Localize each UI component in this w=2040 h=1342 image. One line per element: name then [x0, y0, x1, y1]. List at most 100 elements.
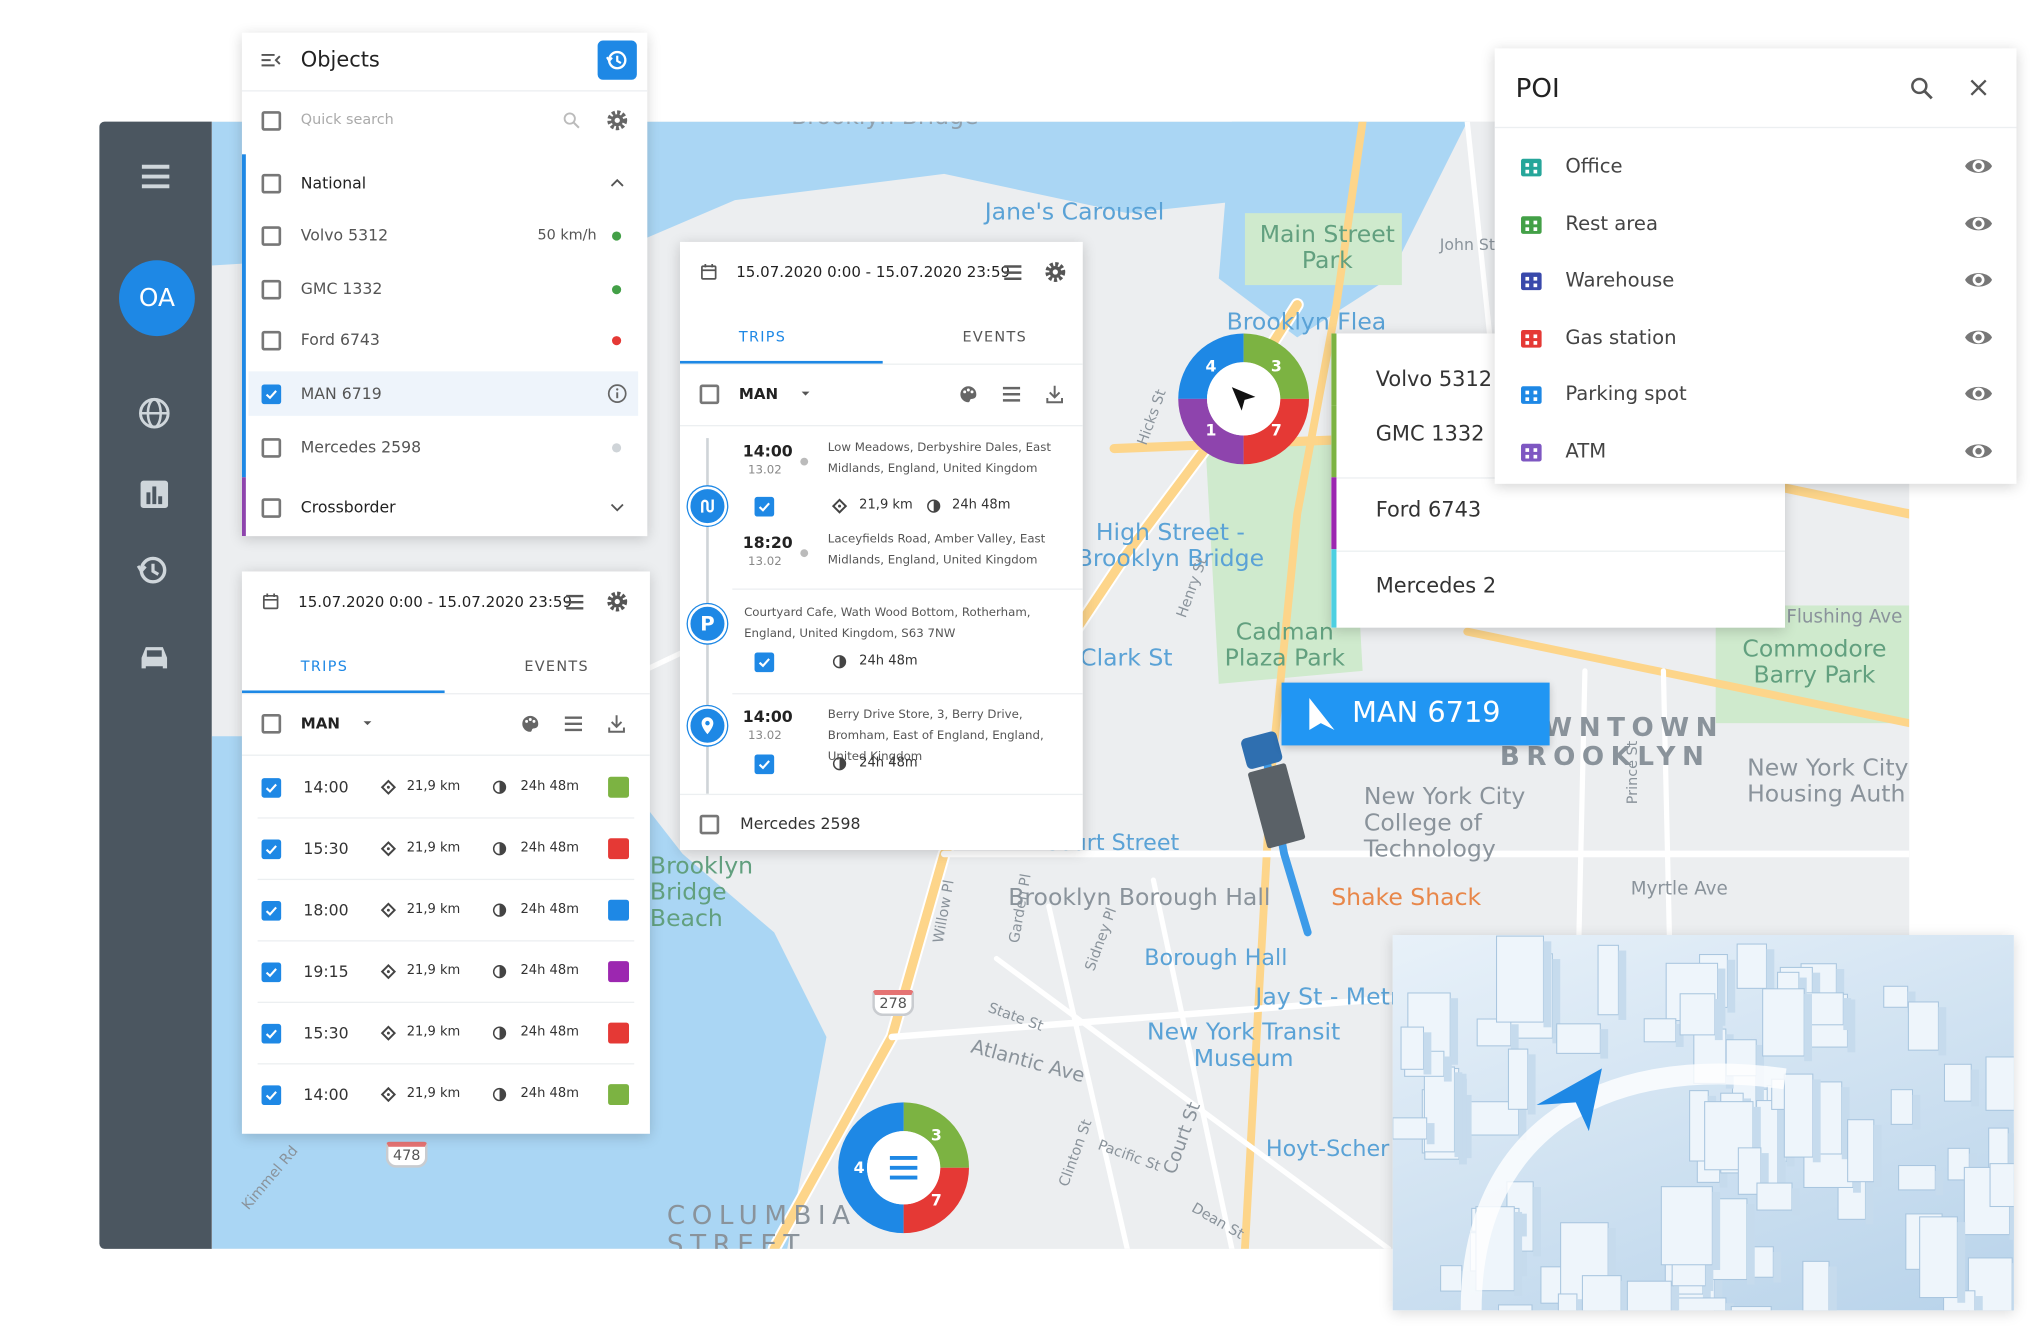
cluster-count: 4 [853, 1158, 865, 1177]
duration-icon [832, 655, 847, 669]
duration-icon-part [839, 757, 846, 770]
palette-icon [521, 715, 538, 732]
building-part [2008, 1133, 2014, 1180]
tab: EVENTS [962, 328, 1028, 346]
search-icon [563, 112, 580, 129]
divider [1494, 126, 2017, 129]
building [1507, 1048, 1536, 1115]
building-part [1443, 1056, 1452, 1082]
building-part [1752, 1106, 1761, 1175]
cluster-count: 7 [1270, 421, 1282, 440]
building-part [1440, 1265, 1463, 1292]
building [1783, 1073, 1821, 1163]
vehicle-name: Ford 6743 [1375, 496, 1482, 522]
building-part [1527, 1054, 1536, 1115]
map-label: Flushing Ave [1786, 606, 1903, 628]
visibility-toggle[interactable] [1964, 152, 1993, 181]
collapse-icon-part [261, 53, 281, 67]
building-part [1459, 1078, 1467, 1165]
visibility-toggle[interactable] [1964, 322, 1993, 351]
check-icon-part [265, 1028, 277, 1039]
truck-trailer [1248, 763, 1306, 849]
park [1244, 213, 1402, 286]
poi-icon-part [1533, 163, 1538, 167]
building-part [1496, 935, 1544, 1023]
visibility-toggle-part [1975, 333, 1982, 340]
cluster-count: 7 [930, 1191, 942, 1210]
node-icon [701, 717, 714, 735]
building-part [1919, 1216, 1958, 1299]
trip-distance: 21,9 km [406, 963, 461, 979]
truck [1241, 731, 1306, 849]
duration-icon-part [839, 655, 846, 668]
trip-duration: 24h 48m [520, 840, 579, 856]
vehicle-color-bar [1331, 549, 1337, 628]
download-icon-part [1045, 385, 1063, 403]
poi-icon-part [1533, 276, 1538, 281]
objects-panel: Objects Quick search National Volvo 5312 50 … [241, 32, 648, 537]
building [1496, 935, 1552, 1028]
map-label: Hoyt-Scher [1265, 1136, 1390, 1163]
divider [680, 363, 1083, 365]
trip-time: 14:00 [303, 1085, 349, 1104]
globe-icon [139, 397, 170, 429]
map-label: Brooklyn Bridge Beach [649, 852, 754, 932]
duration-icon-part [499, 781, 506, 794]
collapse-icon [261, 53, 281, 67]
history-button[interactable] [597, 40, 637, 80]
trip-color [608, 1022, 630, 1044]
duration-icon-part [933, 500, 940, 512]
duration-icon-part [499, 965, 506, 978]
history-icon-part [606, 56, 613, 63]
map-label: Myrtle Ave [1630, 878, 1728, 900]
checkbox-checked [261, 961, 282, 982]
visibility-toggle[interactable] [1964, 265, 1993, 294]
check-icon-part [265, 783, 277, 793]
stop-duration: 24h 48m [859, 755, 918, 771]
vehicle-speed: 50 km/h [537, 226, 597, 244]
info-icon [607, 384, 627, 403]
distance-icon-part [831, 498, 848, 514]
map-label: Brooklyn Bridge [791, 122, 978, 131]
cluster[interactable] [832, 1096, 976, 1240]
vehicle-icon [141, 647, 168, 669]
cluster-count: 4 [1205, 357, 1217, 376]
trip-duration: 24h 48m [520, 1025, 579, 1040]
list-icon [564, 715, 582, 731]
poi-icon-part [1525, 447, 1530, 452]
download-icon [1045, 385, 1063, 403]
poi-icon-part [1521, 443, 1542, 461]
visibility-toggle[interactable] [1964, 379, 1993, 408]
reports-icon-part [146, 492, 151, 505]
building-part [1423, 1032, 1432, 1075]
building [1847, 1119, 1882, 1187]
settings-icon-part [614, 598, 620, 605]
status-dot [612, 284, 622, 294]
building [1737, 1147, 1769, 1200]
cluster-segment [903, 1102, 970, 1168]
poi-name: Gas station [1565, 324, 1677, 349]
poi-icon-part [1533, 340, 1538, 345]
poi-icon-part [1521, 272, 1542, 291]
visibility-toggle[interactable] [1964, 436, 1993, 465]
vehicle-name: Mercedes 2 [1375, 572, 1497, 598]
checkbox-checked [754, 651, 775, 672]
node-icon-part [701, 499, 714, 513]
building-part [1498, 1304, 1533, 1311]
building [1890, 1089, 1921, 1130]
timeline-node [687, 706, 728, 746]
distance-icon-part [380, 1025, 397, 1041]
checkbox [261, 437, 282, 458]
building [1762, 988, 1813, 1062]
building-part [1426, 1123, 1435, 1145]
history-icon-part [151, 563, 160, 576]
node-icon [701, 499, 714, 513]
vehicle-filter: MAN [300, 714, 340, 733]
building-part [1518, 1106, 1527, 1141]
visibility-toggle[interactable] [1964, 209, 1993, 238]
vehicle-tag-label: MAN 6719 [1352, 697, 1501, 730]
divider [241, 754, 650, 756]
cluster-segment [1178, 333, 1244, 399]
checkbox [261, 225, 282, 246]
palette-icon-part [528, 717, 532, 721]
